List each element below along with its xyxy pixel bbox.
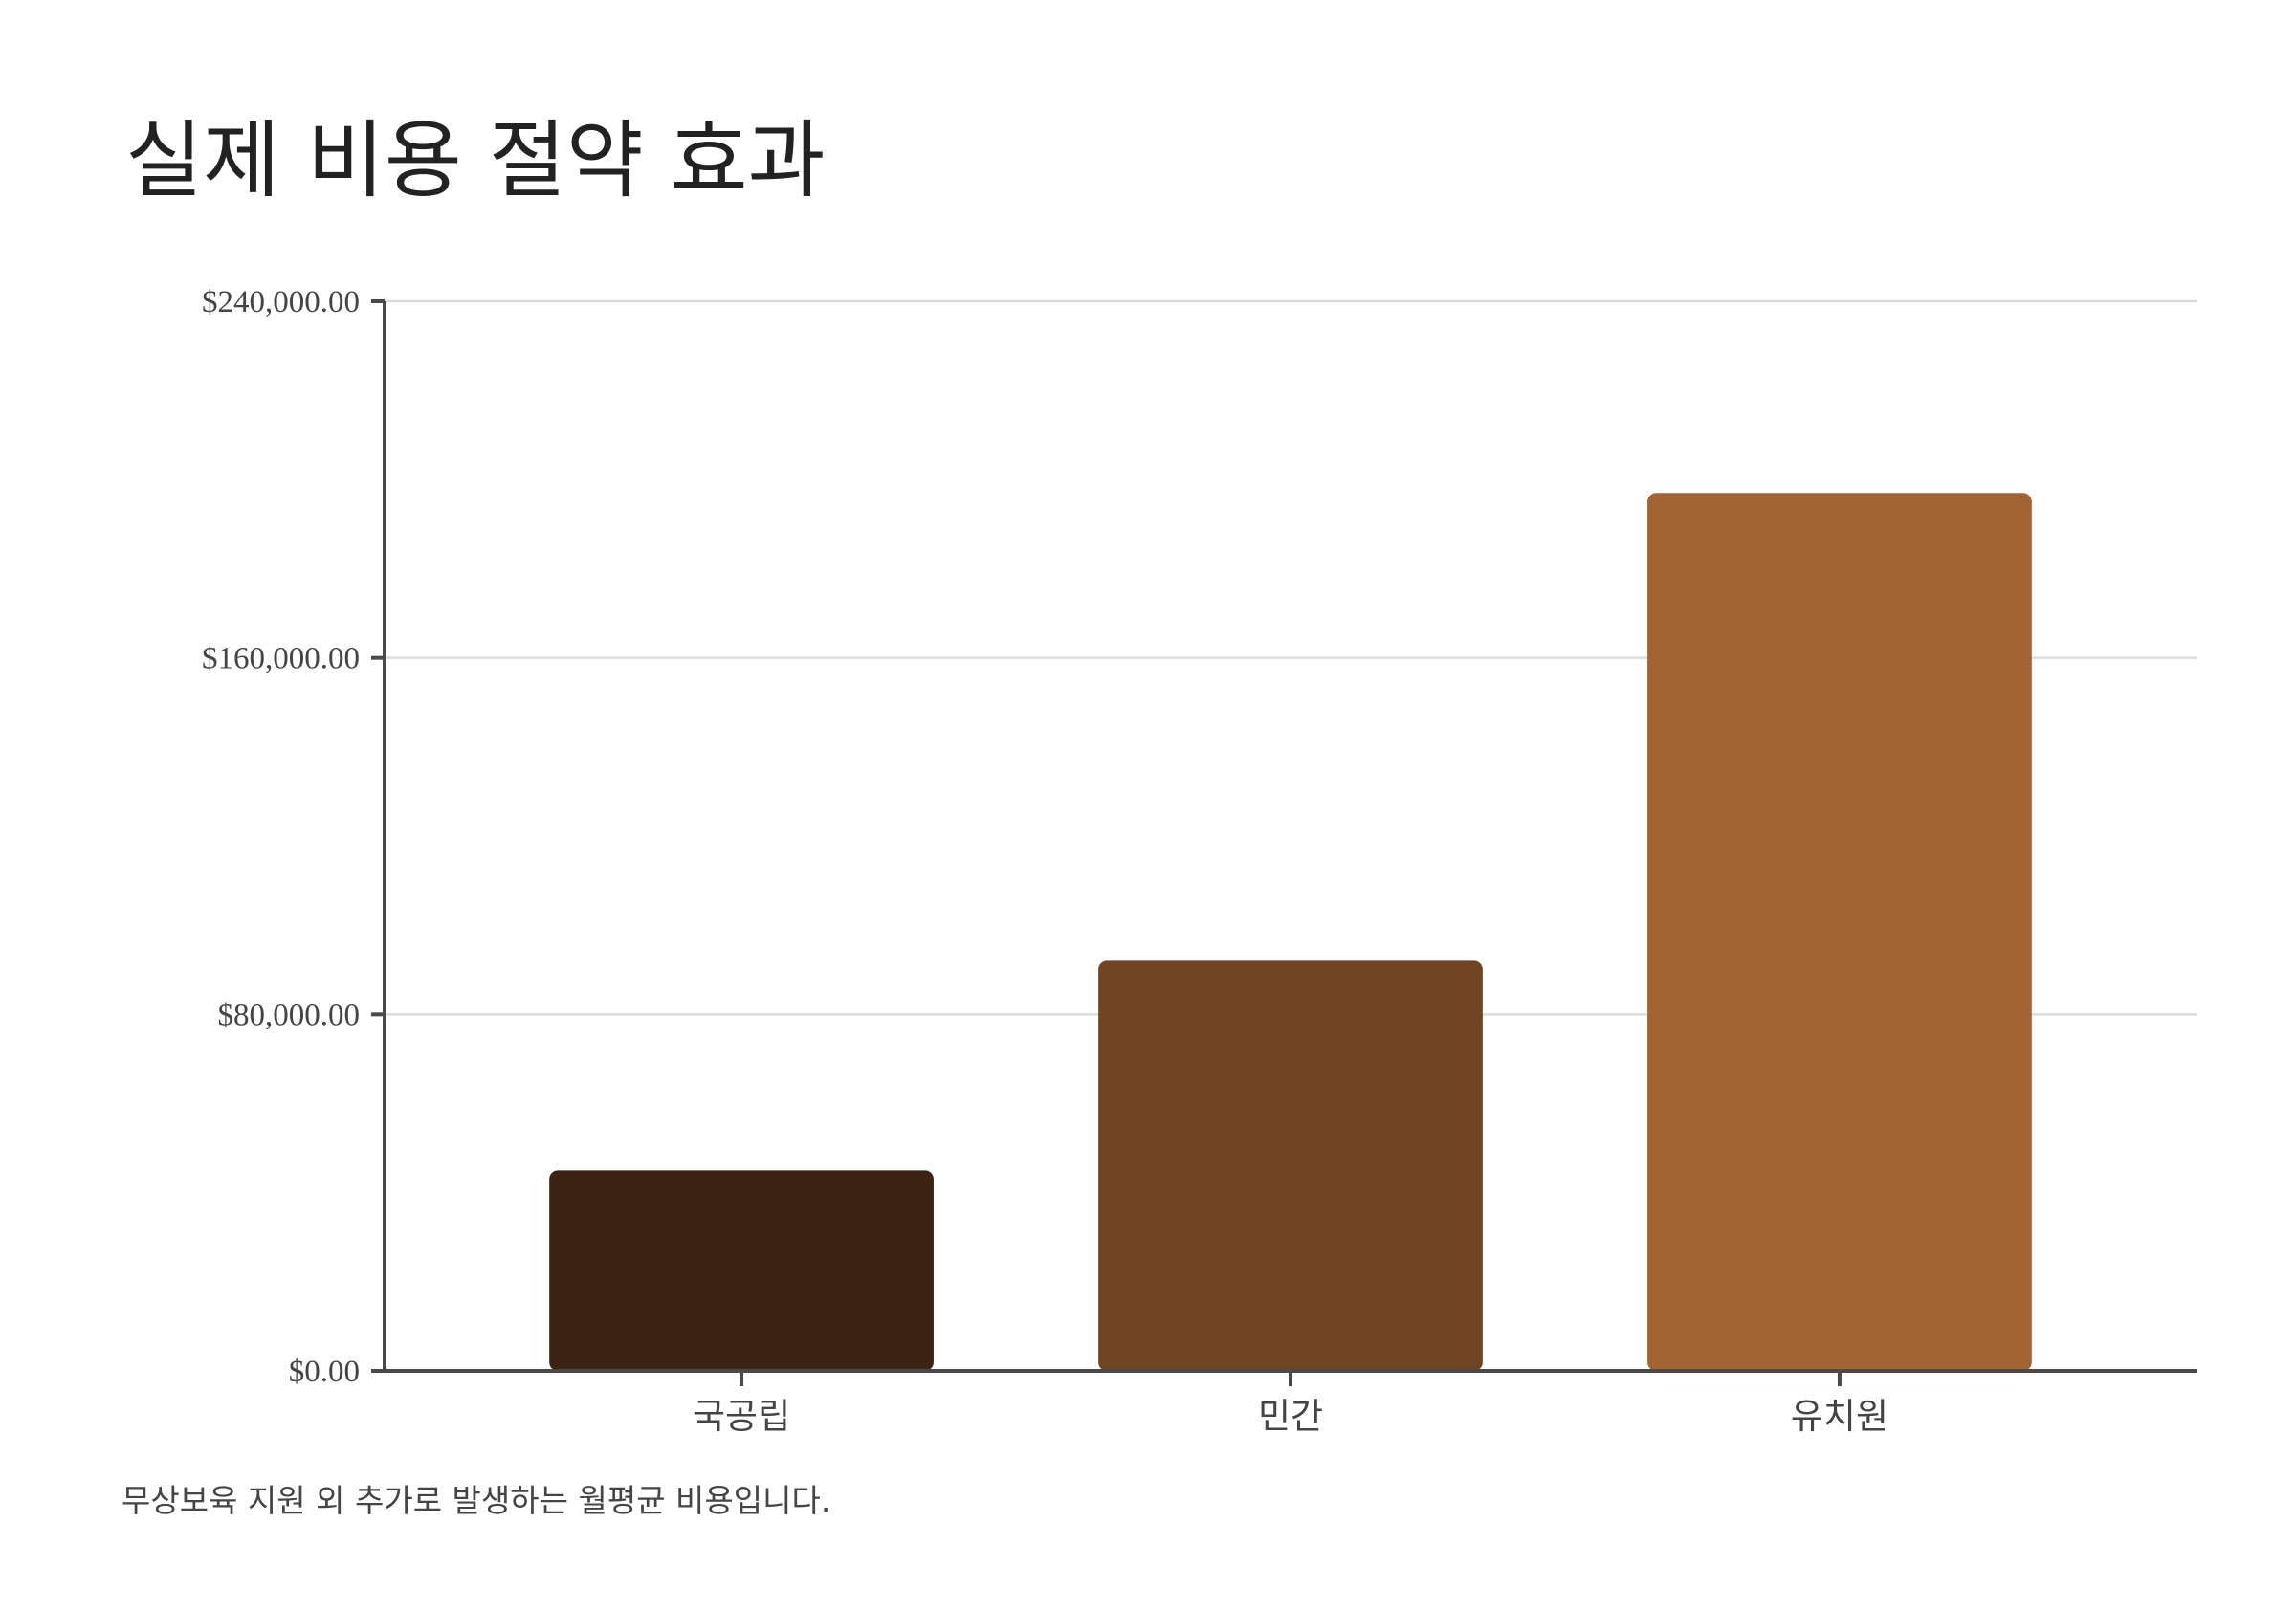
x-tick-label: 민간 (1258, 1396, 1323, 1437)
chart-title: 실제 비용 절약 효과 (125, 111, 826, 210)
y-tick-label: $0.00 (289, 1355, 360, 1389)
bar (1098, 960, 1483, 1371)
y-tick-label: $80,000.00 (218, 998, 361, 1032)
x-tick-label: 국공립 (693, 1396, 790, 1437)
caption: 무상보육 지원 외 추가로 발생하는 월평균 비용입니다. (121, 1482, 830, 1519)
y-tick-label: $160,000.00 (202, 642, 360, 676)
bar (1647, 493, 2032, 1371)
y-tick-label: $240,000.00 (202, 285, 360, 320)
x-tick-label: 유치원 (1791, 1396, 1888, 1437)
bar (549, 1170, 934, 1371)
